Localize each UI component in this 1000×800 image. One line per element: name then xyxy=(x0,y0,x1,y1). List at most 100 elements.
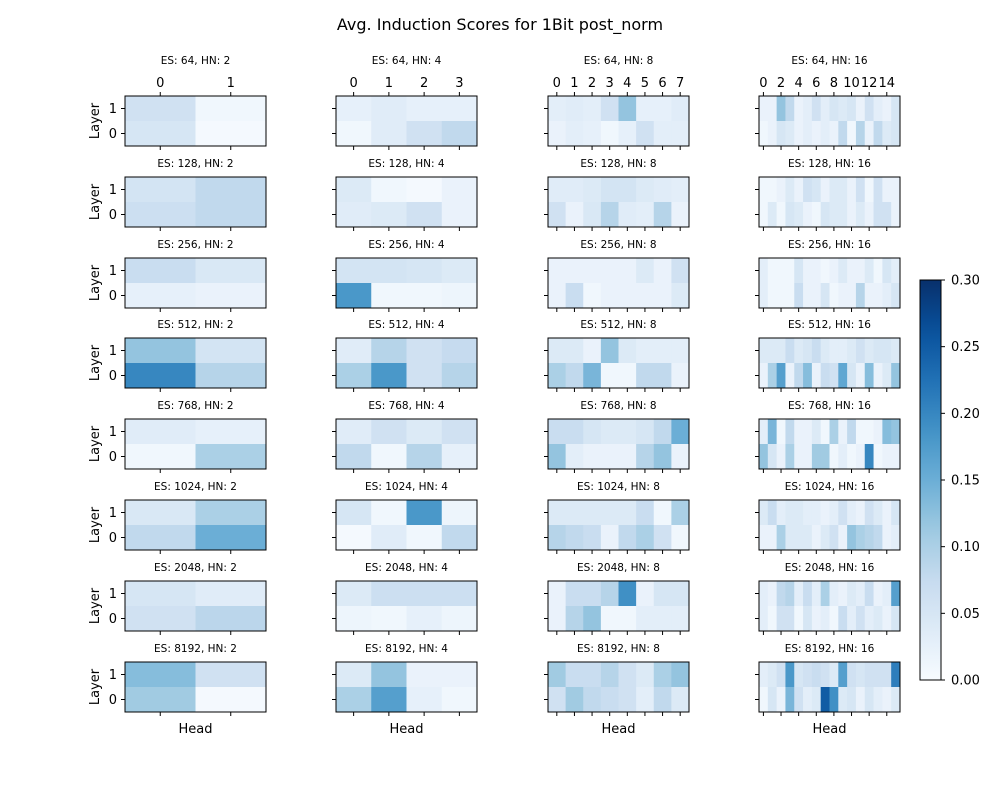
heatmap-cell xyxy=(759,444,769,469)
heatmap-cell xyxy=(820,662,830,687)
heatmap-cell xyxy=(618,258,637,283)
panel-frame xyxy=(547,661,690,713)
heatmap-cell xyxy=(847,177,857,202)
heatmap-cell xyxy=(759,662,769,687)
heatmap-cell xyxy=(803,662,813,687)
heatmap-cell xyxy=(636,96,655,121)
heatmap-cell xyxy=(847,96,857,121)
heatmap-cell xyxy=(441,525,478,550)
heatmap-cell xyxy=(125,662,196,687)
panel-frame xyxy=(124,580,267,632)
heatmap-cell xyxy=(371,96,407,121)
heatmap-cell xyxy=(794,581,804,606)
heatmap-cell xyxy=(653,96,672,121)
heatmap-cell xyxy=(618,363,637,388)
heatmap-cell xyxy=(759,258,769,283)
panel-frame xyxy=(547,580,690,632)
heatmap-cell xyxy=(864,581,874,606)
heatmap-cell xyxy=(548,258,567,283)
heatmap-cell xyxy=(653,258,672,283)
heatmap-cell xyxy=(441,500,478,525)
heatmap-cell xyxy=(767,525,778,550)
heatmap-cell xyxy=(125,606,196,631)
heatmap-cell xyxy=(767,363,778,388)
heatmap-cell xyxy=(767,500,778,525)
colorbar-tick-label: 0.15 xyxy=(951,474,980,489)
heatmap-panel: ES: 1024, HN: 4 xyxy=(332,481,478,554)
heatmap-cell xyxy=(583,121,602,146)
heatmap-cell xyxy=(882,96,892,121)
heatmap-cell xyxy=(371,606,407,631)
heatmap-cell xyxy=(618,581,637,606)
heatmap-cell xyxy=(882,202,892,227)
heatmap-cell xyxy=(820,581,830,606)
heatmap-cell xyxy=(855,606,866,631)
heatmap-cell xyxy=(776,121,786,146)
heatmap-cell xyxy=(864,687,874,712)
heatmap-cell xyxy=(820,283,830,308)
y-axis-label: Layer xyxy=(88,344,103,381)
heatmap-cell xyxy=(636,258,655,283)
colorbar-tick-label: 0.25 xyxy=(951,340,980,355)
heatmap-cell xyxy=(855,419,866,444)
panel-title: ES: 64, HN: 8 xyxy=(584,55,654,67)
heatmap-panel: ES: 512, HN: 4 xyxy=(332,319,478,392)
heatmap-cell xyxy=(803,258,813,283)
panel-frame xyxy=(758,337,901,389)
heatmap-cell xyxy=(785,444,795,469)
heatmap-cell xyxy=(891,121,901,146)
panel-title: ES: 2048, HN: 4 xyxy=(365,562,448,574)
heatmap-cell xyxy=(855,177,866,202)
heatmap-cell xyxy=(785,177,795,202)
heatmap-cell xyxy=(855,96,866,121)
heatmap-panel: ES: 128, HN: 8 xyxy=(544,158,690,231)
heatmap-cell xyxy=(873,283,883,308)
panel-title: ES: 256, HN: 16 xyxy=(788,239,871,251)
heatmap-cell xyxy=(548,338,567,363)
heatmap-cell xyxy=(371,258,407,283)
heatmap-cell xyxy=(847,606,857,631)
heatmap-cell xyxy=(636,525,655,550)
heatmap-cell xyxy=(882,283,892,308)
heatmap-cell xyxy=(767,662,778,687)
heatmap-cell xyxy=(565,419,584,444)
heatmap-cell xyxy=(891,202,901,227)
heatmap-cell xyxy=(838,662,848,687)
heatmap-cell xyxy=(811,444,822,469)
heatmap-cell xyxy=(583,662,602,687)
heatmap-cell xyxy=(671,500,690,525)
heatmap-cell xyxy=(864,338,874,363)
heatmap-cell xyxy=(873,662,883,687)
heatmap-cell xyxy=(829,525,839,550)
heatmap-cell xyxy=(847,419,857,444)
panel-title: ES: 512, HN: 8 xyxy=(580,319,656,331)
heatmap-cell xyxy=(838,444,848,469)
heatmap-cell xyxy=(767,258,778,283)
heatmap-cell xyxy=(548,581,567,606)
heatmap-cell xyxy=(829,687,839,712)
heatmap-cell xyxy=(873,419,883,444)
heatmap-cell xyxy=(636,500,655,525)
heatmap-cell xyxy=(441,338,478,363)
x-tick-label: 4 xyxy=(795,76,803,91)
heatmap-panel: ES: 256, HN: 16 xyxy=(755,239,901,312)
x-axis-label: Head xyxy=(602,722,636,737)
heatmap-cell xyxy=(829,121,839,146)
heatmap-cell xyxy=(776,283,786,308)
heatmap-cell xyxy=(785,283,795,308)
heatmap-cell xyxy=(820,121,830,146)
heatmap-cell xyxy=(882,581,892,606)
panel-frame xyxy=(758,661,901,713)
heatmap-cell xyxy=(767,202,778,227)
heatmap-cell xyxy=(583,283,602,308)
heatmap-cell xyxy=(820,525,830,550)
heatmap-cell xyxy=(600,363,619,388)
heatmap-cell xyxy=(600,96,619,121)
heatmap-cell xyxy=(600,444,619,469)
heatmap-cell xyxy=(548,121,567,146)
heatmap-cell xyxy=(864,202,874,227)
panel-title: ES: 8192, HN: 4 xyxy=(365,643,448,655)
colorbar-tick-label: 0.05 xyxy=(951,607,980,622)
heatmap-cell xyxy=(873,202,883,227)
heatmap-cell xyxy=(125,177,196,202)
